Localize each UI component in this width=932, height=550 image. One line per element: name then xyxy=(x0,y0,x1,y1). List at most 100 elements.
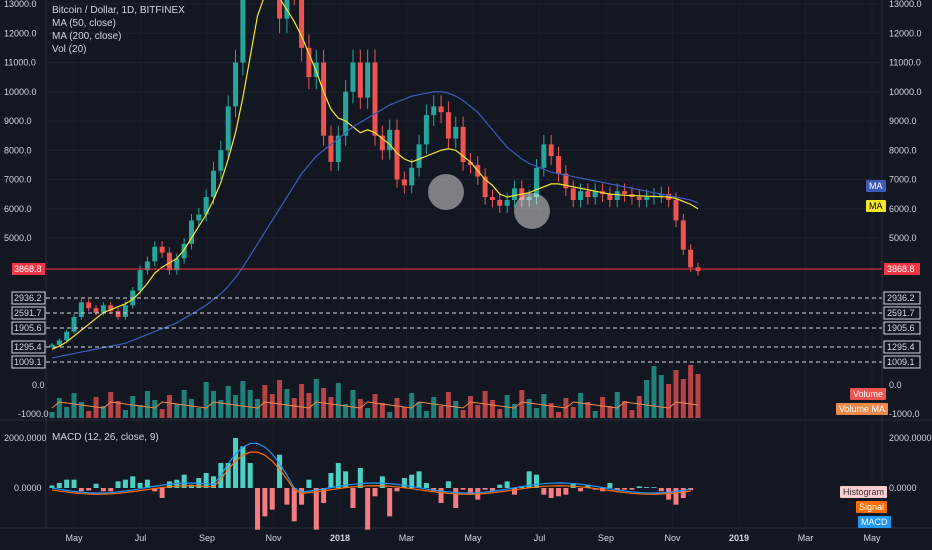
time-tick-label: Mar xyxy=(399,533,415,543)
macd-histogram-bar xyxy=(636,486,642,488)
volume-bar xyxy=(607,406,613,418)
macd-badge: MACD xyxy=(858,516,891,528)
macd-histogram-bar xyxy=(423,483,429,488)
candle-body xyxy=(343,91,349,136)
macd-histogram-bar xyxy=(284,488,290,505)
last-price-label-right: 3868.8 xyxy=(887,264,915,274)
candle-body xyxy=(306,47,312,78)
price-tick-label-left: 9000.0 xyxy=(4,116,32,126)
macd-histogram-bar xyxy=(343,471,349,488)
candle-body xyxy=(438,106,444,113)
time-tick-label: Mar xyxy=(798,533,814,543)
candle-body xyxy=(159,246,165,253)
macd-histogram-bar xyxy=(504,481,510,488)
candle-body xyxy=(401,179,407,186)
volume-bar xyxy=(556,412,562,418)
volume-bar xyxy=(548,403,554,418)
macd-histogram-bar xyxy=(255,488,261,530)
candle-body xyxy=(233,62,239,107)
last-price-label-left: 3868.8 xyxy=(14,264,42,274)
macd-histogram-bar xyxy=(71,479,77,488)
candle-body xyxy=(152,246,158,262)
ma200-legend: MA (200, close) xyxy=(52,31,122,42)
macd-histogram-bar xyxy=(482,488,488,490)
level-box-left xyxy=(11,306,46,320)
volume-bar xyxy=(350,390,356,418)
volume-bar xyxy=(152,400,158,418)
volume-bar xyxy=(122,410,128,418)
macd-histogram-bar xyxy=(372,488,378,497)
volume-bar xyxy=(269,394,275,418)
macd-histogram-bar xyxy=(130,476,136,488)
volume-bar xyxy=(196,408,202,418)
candle-body xyxy=(188,220,194,244)
volume-bar xyxy=(211,391,216,418)
volume-bar xyxy=(409,393,415,418)
macd-histogram-bar xyxy=(291,488,297,522)
candle-body xyxy=(570,188,576,200)
level-label-left: 2591.7 xyxy=(14,308,42,318)
volume-bar xyxy=(313,379,319,418)
price-tick-label-right: 13000.0 xyxy=(889,0,922,9)
price-tick-label-left: 8000.0 xyxy=(4,145,32,155)
macd-histogram-bar xyxy=(365,488,371,530)
volume-bar xyxy=(233,395,239,418)
last-price-box-right xyxy=(884,263,920,275)
time-tick-label: May xyxy=(464,533,482,543)
macd-histogram-bar xyxy=(387,488,393,517)
candle-body xyxy=(100,305,106,313)
candle-body xyxy=(225,106,231,151)
macd-line xyxy=(51,442,691,494)
macd-histogram-bar xyxy=(570,483,576,488)
volume-bar xyxy=(115,401,121,418)
signal-line xyxy=(51,451,691,495)
macd-histogram-bar xyxy=(534,474,539,488)
price-tick-label-left: 12000.0 xyxy=(4,28,37,38)
volume-tick-left: 0.0 xyxy=(32,380,45,390)
candle-body xyxy=(534,167,539,198)
volume-bar xyxy=(64,407,70,418)
macd-histogram-bar xyxy=(438,488,444,503)
volume-tick-right: 0.0 xyxy=(889,380,902,390)
candle-body xyxy=(144,261,150,271)
candle-body xyxy=(93,308,99,313)
macd-histogram-bar xyxy=(489,488,495,492)
volume-bar xyxy=(578,393,584,418)
candle-body xyxy=(489,197,495,200)
price-tick-label-right: 11000.0 xyxy=(889,58,921,68)
candle-body xyxy=(211,170,216,198)
macd-histogram-bar xyxy=(269,488,275,510)
level-box-left xyxy=(11,321,46,335)
candle-body xyxy=(387,129,393,151)
macd-histogram-bar xyxy=(122,479,128,488)
level-label-right: 1295.4 xyxy=(887,342,915,352)
candle-body xyxy=(563,173,569,189)
annotation-circle xyxy=(514,193,550,229)
volume-bar xyxy=(86,411,92,418)
volume-ma-badge: Volume MA xyxy=(836,403,889,415)
chart-legend: Bitcoin / Dollar, 1D, BITFINEX MA (50, c… xyxy=(52,4,185,56)
price-tick-label-right: 6000.0 xyxy=(889,204,917,214)
candle-body xyxy=(240,0,246,63)
candle-body xyxy=(108,305,114,312)
candle-body xyxy=(445,112,451,139)
macd-histogram-bar xyxy=(152,488,158,492)
volume-bar xyxy=(247,390,253,418)
volume-tick-right: -1000.0 xyxy=(889,409,920,419)
candle-body xyxy=(218,150,224,171)
macd-histogram-bar xyxy=(262,488,268,517)
candle-body xyxy=(607,194,613,200)
macd-histogram-bar xyxy=(233,438,239,488)
level-box-right xyxy=(883,321,921,335)
macd-tick-right: 0.0000 xyxy=(889,483,917,493)
macd-histogram-bar xyxy=(225,463,231,488)
candle-body xyxy=(622,191,628,195)
volume-bar xyxy=(218,400,224,418)
volume-bar xyxy=(622,401,628,418)
time-tick-label: 2019 xyxy=(729,533,749,543)
level-box-right xyxy=(883,291,921,305)
volume-bar xyxy=(534,408,539,418)
macd-histogram-bar xyxy=(401,478,407,488)
volume-bar xyxy=(658,375,664,418)
